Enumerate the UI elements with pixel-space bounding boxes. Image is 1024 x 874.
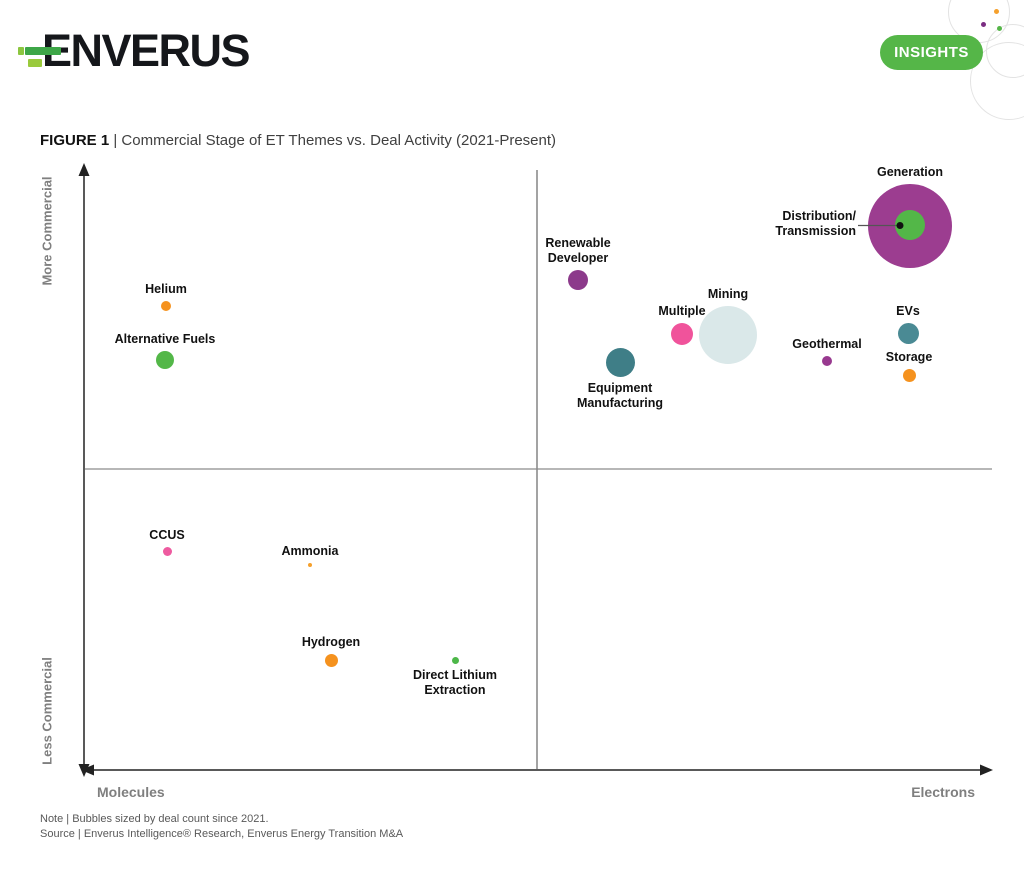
bubble-label-direct-lithium-extraction: Direct Lithium Extraction (412, 667, 498, 697)
y-axis-label-more-commercial: More Commercial (39, 176, 55, 286)
enverus-logo: ENVERUS (18, 25, 251, 76)
y-axis-arrow-down-icon (78, 764, 90, 777)
bubble-hydrogen (324, 653, 338, 667)
logo-wordmark: ENVERUS (42, 25, 251, 76)
bubble-label-alternative-fuels: Alternative Fuels (114, 332, 216, 346)
bubble-distribution-transmission (895, 210, 925, 240)
bubble-label-evs: EVs (896, 303, 920, 318)
bubble-label-helium: Helium (145, 282, 187, 296)
bubble-ccus (162, 546, 172, 556)
bubble-equipment-manufacturing (605, 347, 635, 377)
bubble-label-geothermal: Geothermal (792, 337, 862, 351)
logo-green-square-icon (28, 59, 42, 67)
bubble-alternative-fuels (156, 351, 174, 369)
bubble-mining (699, 306, 757, 364)
bubble-label-hydrogen: Hydrogen (301, 634, 361, 649)
bubble-label-mining: Mining (707, 287, 749, 301)
insights-button[interactable]: INSIGHTS (880, 35, 983, 70)
logo-green-dash-icon (18, 47, 24, 55)
bubble-geothermal (822, 356, 832, 366)
bubble-label-ammonia: Ammonia (281, 544, 339, 558)
bubble-storage (902, 368, 916, 382)
source-line: Source | Enverus Intelligence® Research,… (40, 828, 404, 840)
bubble-label-generation: Generation (877, 165, 943, 179)
y-axis-arrow-up-icon (78, 163, 90, 176)
bubble-label-renewable-developer: Renewable Developer (545, 236, 611, 265)
bubble-renewable-developer (568, 270, 588, 290)
bubble-ammonia (308, 563, 312, 567)
bubble-helium (161, 301, 171, 311)
figure-title: FIGURE 1 | Commercial Stage of ET Themes… (40, 132, 556, 149)
figure-number: FIGURE 1 (40, 132, 110, 149)
bubble-direct-lithium-extraction (451, 656, 459, 664)
x-axis-label-molecules: Molecules (97, 784, 165, 800)
figure-caption: | Commercial Stage of ET Themes vs. Deal… (109, 132, 557, 149)
x-axis-arrow-right-icon (980, 764, 993, 776)
x-axis-arrow-left-icon (81, 764, 94, 776)
bubble-label-ccus: CCUS (149, 527, 185, 542)
logo-green-bar-icon (25, 47, 61, 55)
decorative-dot-orange (994, 9, 999, 14)
y-axis-label-less-commercial: Less Commercial (39, 657, 55, 765)
bubble-label-multiple: Multiple (658, 304, 706, 318)
bubble-multiple (671, 323, 693, 345)
decorative-dot-green (997, 26, 1002, 31)
decorative-dot-purple (981, 22, 986, 27)
note-line: Note | Bubbles sized by deal count since… (40, 813, 269, 825)
bubble-label-equipment-manufacturing: Equipment Manufacturing (576, 380, 664, 410)
bubble-label-storage: Storage (885, 349, 933, 364)
x-axis-label-electrons: Electrons (911, 784, 975, 800)
bubble-evs (897, 322, 919, 344)
bubble-label-distribution-transmission: Distribution/ Transmission (775, 209, 856, 238)
